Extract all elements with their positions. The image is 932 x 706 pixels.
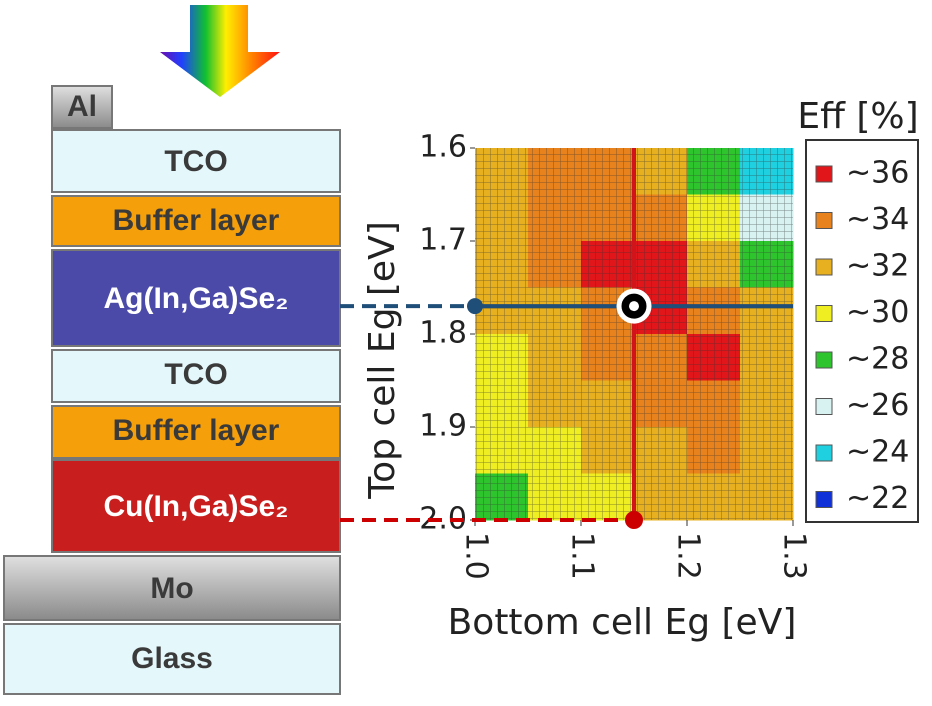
x-tick-label: 1.0	[459, 532, 494, 580]
layer-label: Buffer layer	[113, 414, 280, 447]
legend-label: ~24	[846, 435, 909, 470]
layer-label: Mo	[150, 572, 193, 605]
legend-label: ~36	[846, 156, 909, 191]
layer-label: Buffer layer	[113, 204, 280, 237]
bottom-eg-dot	[625, 511, 643, 529]
y-tick-label: 1.9	[419, 409, 467, 444]
legend-label: ~34	[846, 202, 909, 237]
layer-label: Glass	[131, 642, 213, 675]
y-tick-label: 1.8	[419, 316, 467, 351]
legend-swatch	[816, 352, 832, 368]
legend-label: ~28	[846, 342, 909, 377]
y-axis-label: Top cell Eg [eV]	[362, 221, 403, 500]
legend-swatch	[816, 166, 832, 182]
y-tick-label: 1.7	[419, 223, 467, 258]
legend-title: Eff [%]	[797, 96, 918, 137]
x-tick-label: 1.1	[565, 532, 600, 580]
layer-label: TCO	[164, 145, 227, 178]
optimum-center	[629, 301, 639, 311]
layer-label: Al	[67, 90, 97, 123]
legend-swatch	[816, 492, 832, 508]
x-axis-label: Bottom cell Eg [eV]	[448, 602, 797, 643]
x-tick-label: 1.3	[777, 532, 812, 580]
legend-swatch	[816, 306, 832, 322]
y-tick-label: 1.6	[419, 130, 467, 165]
legend-swatch	[816, 445, 832, 461]
legend-label: ~30	[846, 295, 909, 330]
x-tick-label: 1.2	[671, 532, 706, 580]
light-arrow	[160, 5, 280, 97]
legend-swatch	[816, 399, 832, 415]
legend-swatch	[816, 213, 832, 229]
legend-label: ~26	[846, 388, 909, 423]
top-eg-dot	[467, 298, 483, 314]
legend-label: ~22	[846, 481, 909, 516]
figure: Al TCO Buffer layer Ag(In,Ga)Se₂ TCO Buf…	[0, 0, 932, 706]
legend-label: ~32	[846, 249, 909, 284]
layer-label: Cu(In,Ga)Se₂	[103, 490, 288, 523]
legend-swatch	[816, 259, 832, 275]
layer-label: TCO	[164, 358, 227, 391]
layer-label: Ag(In,Ga)Se₂	[103, 282, 288, 315]
